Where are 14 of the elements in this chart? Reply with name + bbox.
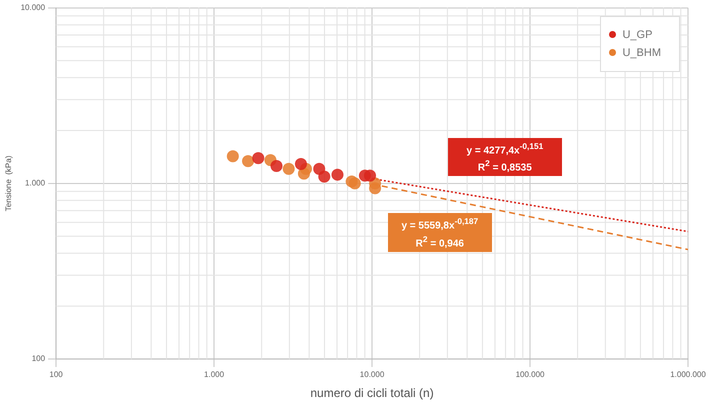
equation-box: y = 5559,8x$^{-0,187}$ R$^{2}$ = 0,946 [388,213,492,252]
x-axis-title: numero di cicli totali (n) [310,386,434,400]
equation-box: y = 4277,4x$^{-0,151}$ R$^{2}$ = 0,8535 [448,138,562,176]
y-tick-label: 100 [32,354,46,364]
legend-label: U_BHM [622,46,661,59]
y-tick-label: 10.000 [20,3,46,12]
x-tick-label: 1.000.000 [670,370,706,380]
x-tick-label: 10.000 [360,370,385,380]
y-axis-title: Tensione (kPa) [4,155,14,212]
legend-label: U_GP [622,28,652,41]
x-tick-label: 100.000 [516,370,546,380]
x-tick-label: 1.000 [204,370,225,380]
x-tick-label: 100 [49,370,64,380]
y-tick-label: 1.000 [25,178,46,188]
